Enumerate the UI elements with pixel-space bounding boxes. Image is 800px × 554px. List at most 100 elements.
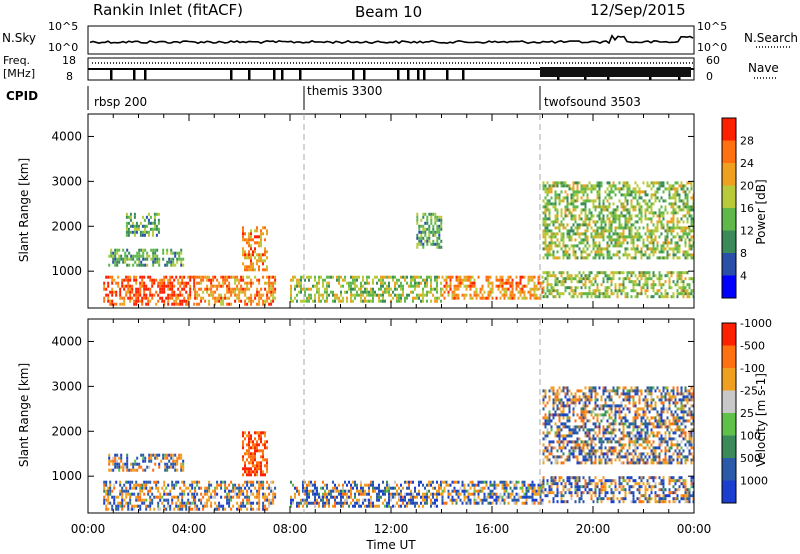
echo-cell-750 <box>143 218 146 222</box>
echo-cell-239 <box>191 486 194 490</box>
echo-cell-375 <box>236 293 239 297</box>
echo-cell-1643 <box>672 500 675 504</box>
echo-cell-242 <box>191 501 194 505</box>
echo-cell-2491 <box>628 211 631 215</box>
echo-cell-25 <box>111 302 114 306</box>
echo-cell-2845 <box>680 187 683 191</box>
echo-cell-2647 <box>650 250 653 254</box>
echo-cell-2024 <box>564 250 567 254</box>
echo-cell-1546 <box>570 280 573 284</box>
echo-cell-2004 <box>562 226 565 230</box>
echo-cell-1233 <box>438 218 441 222</box>
echo-cell-1113 <box>424 281 426 285</box>
echo-cell-1340 <box>483 290 486 294</box>
echo-cell-30 <box>111 507 114 511</box>
echo-cell-2547 <box>636 202 639 206</box>
echo-cell-323 <box>224 486 227 490</box>
echo-cell-1309 <box>467 278 470 282</box>
echo-cell-2017 <box>564 205 567 209</box>
echo-cell-1206 <box>491 489 494 493</box>
echo-cell-1057 <box>426 501 428 505</box>
echo-cell-46 <box>119 489 122 493</box>
echo-cell-413 <box>256 507 259 511</box>
echo-cell-1389 <box>566 476 569 480</box>
echo-cell-1461 <box>535 296 538 300</box>
echo-cell-1724 <box>544 446 547 450</box>
freq-mark-1 <box>133 69 136 80</box>
echo-cell-1533 <box>628 476 631 480</box>
echo-cell-2280 <box>600 205 603 209</box>
echo-cell-1025 <box>412 501 414 505</box>
echo-cell-2325 <box>606 229 609 233</box>
echo-cell-2307 <box>602 256 605 260</box>
echo-cell-715 <box>290 504 292 508</box>
echo-cell-2087 <box>574 190 577 194</box>
echo-cell-2886 <box>686 193 689 197</box>
echo-cell-444 <box>266 507 269 511</box>
echo-cell-1118 <box>426 281 428 285</box>
echo-cell-1901 <box>570 440 573 444</box>
echo-cell-778 <box>155 227 158 231</box>
echo-cell-1913 <box>548 250 551 254</box>
echo-cell-252 <box>193 281 196 285</box>
echo-cell-886 <box>332 299 334 303</box>
echo-cell-1909 <box>548 235 551 239</box>
echo-cell-2778 <box>670 247 673 251</box>
echo-cell-477 <box>244 461 246 465</box>
echo-cell-1078 <box>436 480 438 484</box>
echo-cell-399 <box>244 302 247 306</box>
echo-cell-70 <box>129 296 132 300</box>
echo-cell-1466 <box>598 494 601 498</box>
echo-cell-593 <box>114 254 117 258</box>
echo-cell-1616 <box>598 289 601 293</box>
echo-cell-1356 <box>489 293 492 297</box>
echo-cell-1775 <box>554 392 557 396</box>
echo-cell-506 <box>248 238 250 242</box>
echo-cell-403 <box>252 492 255 496</box>
echo-cell-423 <box>256 278 259 282</box>
echo-cell-1079 <box>410 290 412 294</box>
echo-cell-646 <box>142 257 145 261</box>
echo-cell-722 <box>127 233 130 237</box>
echo-cell-2792 <box>672 229 675 233</box>
echo-cell-355 <box>236 495 239 499</box>
echo-cell-958 <box>362 293 364 297</box>
echo-cell-1732 <box>546 431 549 435</box>
echo-cell-629 <box>132 465 135 469</box>
echo-cell-343 <box>230 507 233 511</box>
echo-cell-1311 <box>469 275 472 279</box>
echo-cell-603 <box>118 254 121 258</box>
echo-cell-1751 <box>654 274 657 278</box>
echo-cell-2142 <box>582 187 585 191</box>
echo-cell-2779 <box>672 184 675 188</box>
echo-cell-1152 <box>469 480 472 484</box>
echo-cell-309 <box>214 284 217 288</box>
echo-cell-733 <box>133 224 136 228</box>
echo-cell-1571 <box>580 292 583 296</box>
echo-cell-548 <box>258 449 260 453</box>
echo-cell-1481 <box>604 482 607 486</box>
echo-cell-1186 <box>483 480 486 484</box>
echo-cell-1597 <box>654 491 657 495</box>
echo-cell-318 <box>222 480 225 484</box>
echo-cell-219 <box>181 278 184 282</box>
echo-cell-362 <box>238 495 241 499</box>
echo-cell-2917 <box>690 187 693 191</box>
echo-cell-1329 <box>475 293 478 297</box>
echo-cell-804 <box>326 498 328 502</box>
echo-cell-212 <box>181 492 184 496</box>
echo-cell-1149 <box>467 495 470 499</box>
echo-cell-2907 <box>688 226 691 230</box>
echo-cell-1765 <box>660 277 663 281</box>
echo-cell-1045 <box>396 293 398 297</box>
echo-cell-928 <box>352 281 354 285</box>
echo-cell-580 <box>266 446 268 450</box>
echo-cell-929 <box>374 504 376 508</box>
echo-cell-2123 <box>578 235 581 239</box>
echo-cell-991 <box>400 492 402 496</box>
echo-cell-265 <box>198 507 201 511</box>
freq-mark-0 <box>110 69 113 80</box>
echo-cell-2519 <box>632 205 635 209</box>
echo-cell-774 <box>153 224 156 228</box>
echo-cell-745 <box>139 233 142 237</box>
